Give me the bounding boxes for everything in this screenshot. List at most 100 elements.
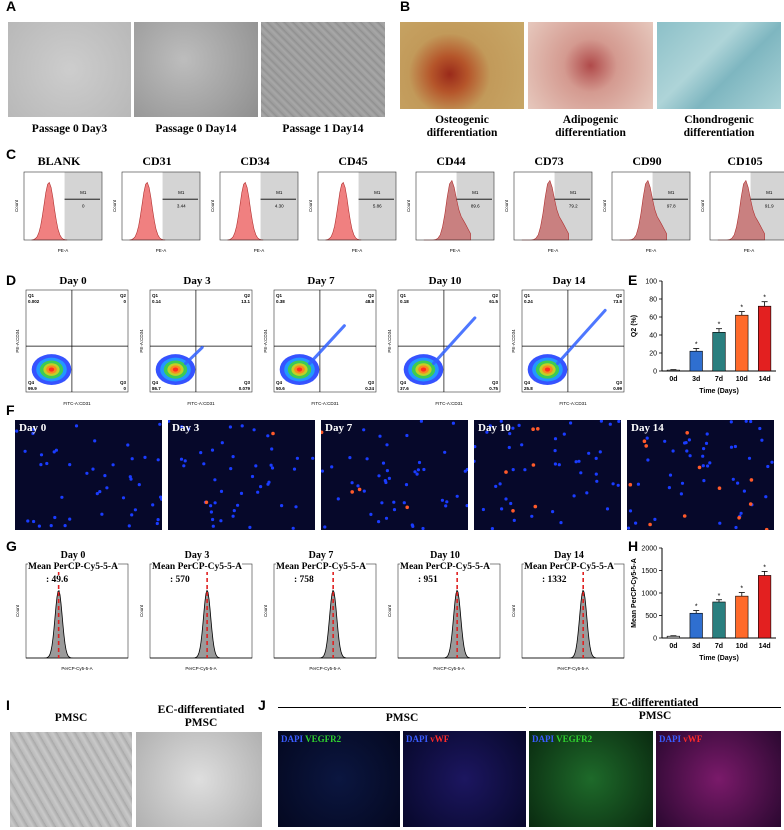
- y-axis-label: PE-A:CD34: [263, 329, 268, 353]
- nucleus: [523, 468, 527, 472]
- nucleus: [23, 449, 27, 453]
- nucleus: [130, 457, 134, 461]
- stain-dapi-1: DAPI: [281, 734, 303, 744]
- nucleus: [667, 486, 671, 490]
- plot-frame: [23, 171, 103, 241]
- nucleus: [736, 481, 740, 485]
- x-axis-label: PerCP-Cy5-5-A: [557, 666, 588, 671]
- nucleus: [384, 516, 389, 520]
- g-mean-value: : 951: [418, 575, 438, 585]
- red-signal: [685, 431, 689, 435]
- gate-value: 89.6: [471, 203, 480, 208]
- gate-label: M1: [80, 190, 87, 195]
- plot-frame: [25, 563, 129, 659]
- q2-population: [184, 346, 204, 366]
- red-signal: [628, 482, 633, 487]
- nucleus: [628, 509, 633, 513]
- caption-i-2: EC-differentiated PMSC: [157, 704, 245, 729]
- nucleus: [240, 424, 244, 428]
- x-axis-label: PE-A: [352, 248, 363, 253]
- x-axis-label: PE-A: [646, 248, 657, 253]
- nucleus: [228, 425, 232, 429]
- q4-name: Q4: [28, 380, 35, 385]
- nucleus: [54, 448, 59, 452]
- c-hist-7: CD105 M1 91.9 PE-A Count: [700, 154, 784, 254]
- c-hist-svg: M1 97.8 PE-A Count: [602, 171, 691, 253]
- panel-label-g: G: [6, 538, 17, 554]
- c-hist-1: CD31 M1 3.44 PE-A Count: [112, 154, 202, 254]
- red-signal: [357, 487, 362, 492]
- nucleus: [350, 481, 354, 485]
- nucleus: [764, 495, 768, 499]
- y-axis-title: Q2 (%): [631, 315, 638, 337]
- nucleus: [500, 507, 504, 511]
- plot-frame: [317, 171, 397, 241]
- significance-mark: *: [718, 322, 721, 329]
- nucleus: [53, 515, 57, 520]
- y-axis-label: Count: [139, 604, 144, 617]
- nucleus: [127, 524, 131, 528]
- stain-vwf-4: vWF: [683, 734, 703, 744]
- nucleus: [404, 483, 409, 487]
- y-tick-label: 1500: [641, 568, 657, 575]
- q3-name: Q3: [616, 380, 623, 385]
- nucleus: [455, 494, 459, 498]
- x-axis-label: PE-A: [744, 248, 755, 253]
- nucleus: [634, 521, 638, 525]
- bar-0d: [666, 369, 680, 372]
- gate-region: [64, 172, 102, 240]
- plot-frame: [397, 563, 501, 659]
- g-hist-title: Day 7: [308, 550, 334, 561]
- d-scatter-4: Day 14 Q1 0.24 Q2 73.8 Q4 25.8 Q3 0.99 FITC-A:CD3…: [510, 275, 628, 408]
- c-hist-title: CD34: [240, 154, 270, 168]
- nucleus: [646, 458, 650, 462]
- q2-name: Q2: [244, 293, 251, 298]
- q3-value: 0.75: [489, 386, 498, 391]
- nucleus: [708, 461, 712, 465]
- panel-label-h: H: [628, 538, 639, 554]
- q1-name: Q1: [28, 293, 35, 298]
- nucleus: [766, 464, 770, 469]
- nucleus: [770, 460, 774, 464]
- g-hist-4: Day 14 PerCP-Cy5-5-A Count Mean PerCP-Cy5-5…: [510, 550, 628, 672]
- nucleus: [616, 483, 620, 487]
- red-signal: [204, 500, 209, 505]
- q1-value: 0.38: [276, 299, 285, 304]
- bar-10d: [735, 595, 749, 639]
- micrograph-ec-pmsc: [136, 732, 262, 827]
- nucleus: [410, 523, 414, 527]
- caption-b-2: Adipogenic differentiation: [555, 114, 626, 139]
- f-nuclei: [474, 420, 621, 530]
- q1-value: 0.002: [28, 299, 40, 304]
- c-hist-svg: M1 91.9 PE-A Count: [700, 171, 784, 253]
- nucleus: [128, 475, 132, 479]
- q4-value: 37.6: [400, 386, 409, 391]
- nucleus: [111, 463, 115, 467]
- j-bracket-right: [529, 707, 781, 708]
- nucleus: [499, 420, 503, 423]
- red-signal: [748, 502, 753, 506]
- stain-vwf-2: vWF: [430, 734, 450, 744]
- gate-label: M1: [766, 190, 773, 195]
- f-day-label: Day 14: [631, 422, 664, 434]
- panel-label-b: B: [400, 0, 411, 14]
- c-hist-title: CD73: [534, 154, 564, 168]
- red-signal: [682, 514, 687, 518]
- c-hist-svg: M1 4.30 PE-A Count: [210, 171, 299, 253]
- nucleus: [211, 517, 215, 522]
- d-scatter-title: Day 10: [428, 275, 462, 287]
- panel-label-a: A: [6, 0, 17, 14]
- nucleus: [509, 501, 513, 506]
- nucleus: [49, 524, 53, 528]
- x-axis-label: FITC-A:CD31: [435, 401, 463, 406]
- nucleus: [377, 474, 381, 478]
- chart-e: 0 20 40 60 80 100 0d * 3d * 7d * 10d * 14d Time (Days) Q…: [631, 279, 776, 395]
- bar-14d: [758, 575, 772, 639]
- q2-name: Q2: [120, 293, 127, 298]
- nucleus: [105, 486, 109, 490]
- q3-value: 0.079: [239, 386, 251, 391]
- c-hist-4: CD44 M1 89.6 PE-A Count: [406, 154, 496, 254]
- nucleus: [291, 526, 295, 530]
- bar-14d: [758, 305, 772, 372]
